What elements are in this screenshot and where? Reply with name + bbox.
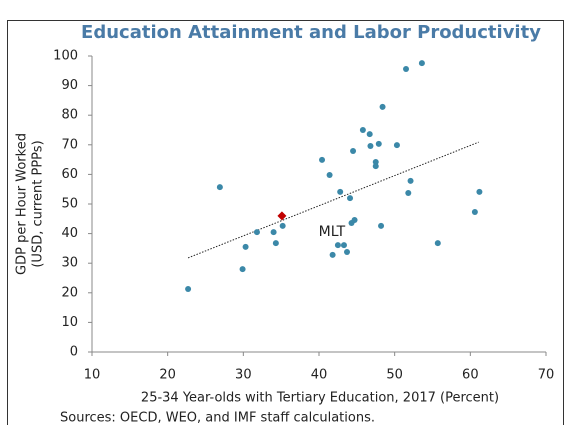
y-tick-label: 70	[61, 137, 78, 152]
data-point	[366, 131, 373, 138]
data-point	[279, 222, 286, 229]
data-point	[270, 229, 277, 236]
data-point	[185, 285, 192, 292]
data-point	[393, 142, 400, 149]
data-point	[242, 243, 249, 250]
data-point	[405, 190, 412, 197]
x-axis-title: 25-34 Year-olds with Tertiary Education,…	[141, 391, 499, 406]
x-tick-label: 30	[235, 368, 252, 383]
data-point	[378, 222, 385, 229]
data-point	[359, 127, 366, 133]
y-axis-title-line: GDP per Hour Worked	[15, 133, 30, 275]
chart-title: Education Attainment and Labor Productiv…	[81, 22, 541, 43]
data-point	[343, 248, 350, 255]
data-point	[476, 188, 483, 195]
data-point	[351, 216, 358, 223]
data-point	[350, 148, 357, 155]
y-tick-label: 60	[61, 167, 78, 182]
data-point	[272, 240, 279, 247]
annotation: MLT	[319, 224, 346, 240]
y-tick-label: 10	[61, 315, 78, 330]
x-tick-label: 60	[462, 368, 479, 383]
y-tick-label: 80	[61, 108, 78, 123]
highlight-point	[277, 211, 287, 221]
chart-frame	[7, 20, 564, 425]
y-axis-title: GDP per Hour Worked (USD, current PPPs)	[15, 133, 46, 275]
y-tick-label: 20	[61, 285, 78, 300]
data-point	[334, 242, 341, 249]
data-point	[216, 184, 223, 191]
y-tick-label: 50	[61, 197, 78, 212]
trend-line	[187, 141, 479, 259]
data-point	[372, 163, 379, 170]
x-tick-label: 70	[538, 368, 555, 383]
data-point	[367, 142, 374, 149]
data-point	[372, 158, 379, 165]
x-tick-label: 50	[386, 368, 403, 383]
x-tick-label: 10	[84, 368, 101, 383]
data-point	[434, 240, 441, 247]
data-point	[253, 229, 260, 236]
data-point	[471, 208, 478, 215]
y-tick-label: 90	[61, 78, 78, 93]
source-note: Sources: OECD, WEO, and IMF staff calcul…	[60, 411, 375, 425]
x-tick-label: 20	[159, 368, 176, 383]
data-point	[347, 195, 354, 202]
y-tick-label: 0	[70, 345, 78, 360]
data-point	[340, 242, 347, 249]
x-tick-label: 40	[311, 368, 328, 383]
data-point	[319, 156, 326, 163]
data-point	[403, 66, 410, 73]
data-point	[326, 171, 333, 178]
y-tick-label: 100	[53, 49, 78, 64]
y-tick-label: 40	[61, 226, 78, 241]
data-point	[407, 177, 414, 184]
y-tick-label: 30	[61, 256, 78, 271]
data-point	[379, 103, 386, 110]
y-axis-title-line: (USD, current PPPs)	[31, 140, 46, 267]
data-point	[418, 60, 425, 67]
data-point	[337, 188, 344, 195]
data-point	[239, 266, 246, 273]
data-point	[375, 140, 382, 147]
data-point	[329, 251, 336, 258]
